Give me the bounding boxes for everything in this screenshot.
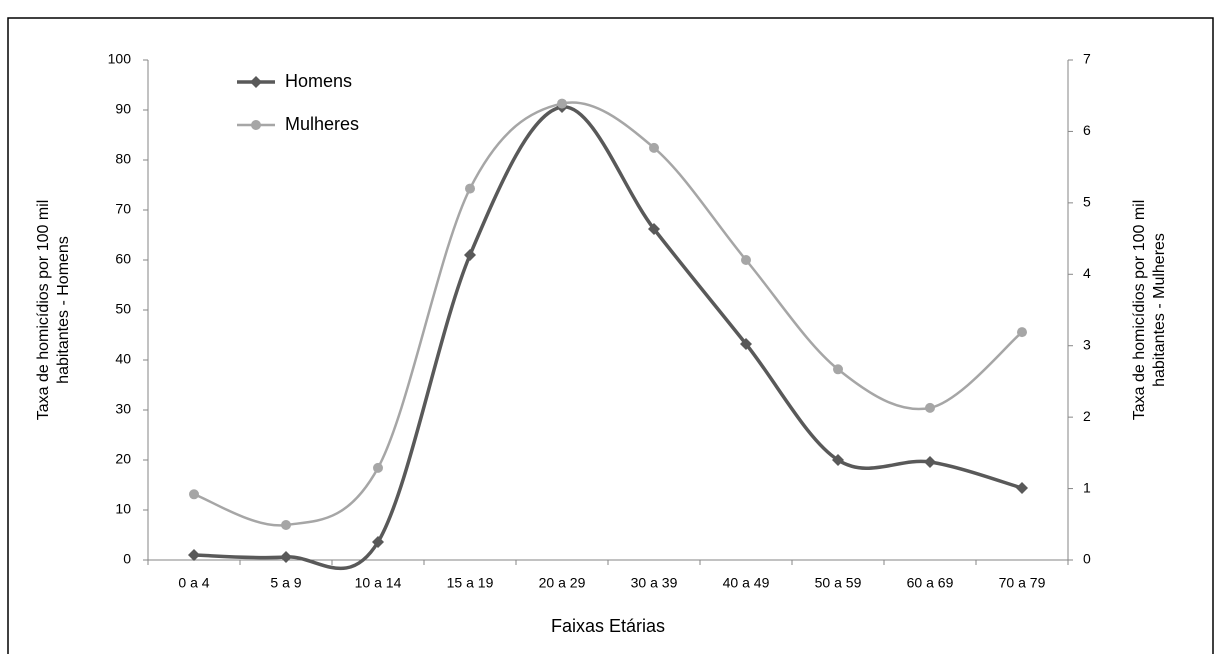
data-point bbox=[189, 489, 199, 500]
x-tick-label: 70 a 79 bbox=[999, 575, 1046, 591]
y-tick-label: 10 bbox=[115, 501, 131, 517]
y-axis-label: habitantes - Homens bbox=[55, 236, 72, 384]
x-tick-label: 15 a 19 bbox=[447, 575, 494, 591]
y-tick-label: 60 bbox=[115, 251, 131, 267]
y2-tick-label: 0 bbox=[1083, 551, 1091, 567]
y2-tick-label: 1 bbox=[1083, 479, 1091, 495]
legend-marker bbox=[250, 76, 262, 88]
x-axis-label: Faixas Etárias bbox=[551, 616, 665, 636]
data-point bbox=[280, 551, 292, 563]
x-tick-label: 5 a 9 bbox=[270, 575, 301, 591]
y2-tick-label: 4 bbox=[1083, 265, 1091, 281]
data-point bbox=[833, 364, 843, 375]
y-axis-label: Taxa de homicídios por 100 mil bbox=[35, 200, 52, 421]
y-tick-label: 90 bbox=[115, 101, 131, 117]
y2-tick-label: 2 bbox=[1083, 408, 1091, 424]
y-tick-label: 40 bbox=[115, 351, 131, 367]
data-point bbox=[373, 462, 383, 473]
x-tick-label: 10 a 14 bbox=[355, 575, 402, 591]
data-point bbox=[188, 549, 200, 561]
y-tick-label: 20 bbox=[115, 451, 131, 467]
data-point bbox=[925, 402, 935, 413]
y-tick-label: 0 bbox=[123, 551, 131, 567]
x-tick-label: 40 a 49 bbox=[723, 575, 770, 591]
data-point bbox=[740, 338, 752, 350]
x-tick-label: 20 a 29 bbox=[539, 575, 586, 591]
legend-label: Mulheres bbox=[285, 114, 359, 134]
y2-axis-label: Taxa de homicídios por 100 mil bbox=[1131, 200, 1148, 421]
data-point bbox=[281, 520, 291, 530]
legend-marker bbox=[251, 120, 261, 130]
chart-frame bbox=[7, 17, 1214, 654]
series-line bbox=[193, 101, 1023, 527]
y-tick-label: 100 bbox=[108, 51, 132, 67]
data-point bbox=[465, 183, 475, 194]
data-point bbox=[924, 456, 936, 468]
y2-tick-label: 5 bbox=[1083, 194, 1091, 210]
x-tick-label: 30 a 39 bbox=[631, 575, 678, 591]
data-point bbox=[1017, 327, 1027, 338]
legend-label: Homens bbox=[285, 71, 352, 91]
data-point bbox=[372, 536, 384, 548]
y-tick-label: 80 bbox=[115, 151, 131, 167]
y2-tick-label: 3 bbox=[1083, 336, 1091, 352]
data-point bbox=[557, 98, 567, 109]
y-tick-label: 30 bbox=[115, 401, 131, 417]
y-tick-label: 50 bbox=[115, 301, 131, 317]
data-point bbox=[649, 142, 659, 153]
data-point bbox=[832, 454, 844, 466]
data-point bbox=[464, 249, 476, 261]
y2-axis-label: habitantes - Mulheres bbox=[1151, 233, 1168, 387]
y-tick-label: 70 bbox=[115, 201, 131, 217]
data-point bbox=[1016, 482, 1028, 494]
x-tick-label: 60 a 69 bbox=[907, 575, 954, 591]
series-line bbox=[193, 105, 1023, 571]
x-tick-label: 50 a 59 bbox=[815, 575, 862, 591]
y2-tick-label: 7 bbox=[1083, 51, 1091, 67]
data-point bbox=[648, 223, 660, 235]
data-point bbox=[741, 255, 751, 265]
x-tick-label: 0 a 4 bbox=[178, 575, 209, 591]
y2-tick-label: 6 bbox=[1083, 122, 1091, 138]
